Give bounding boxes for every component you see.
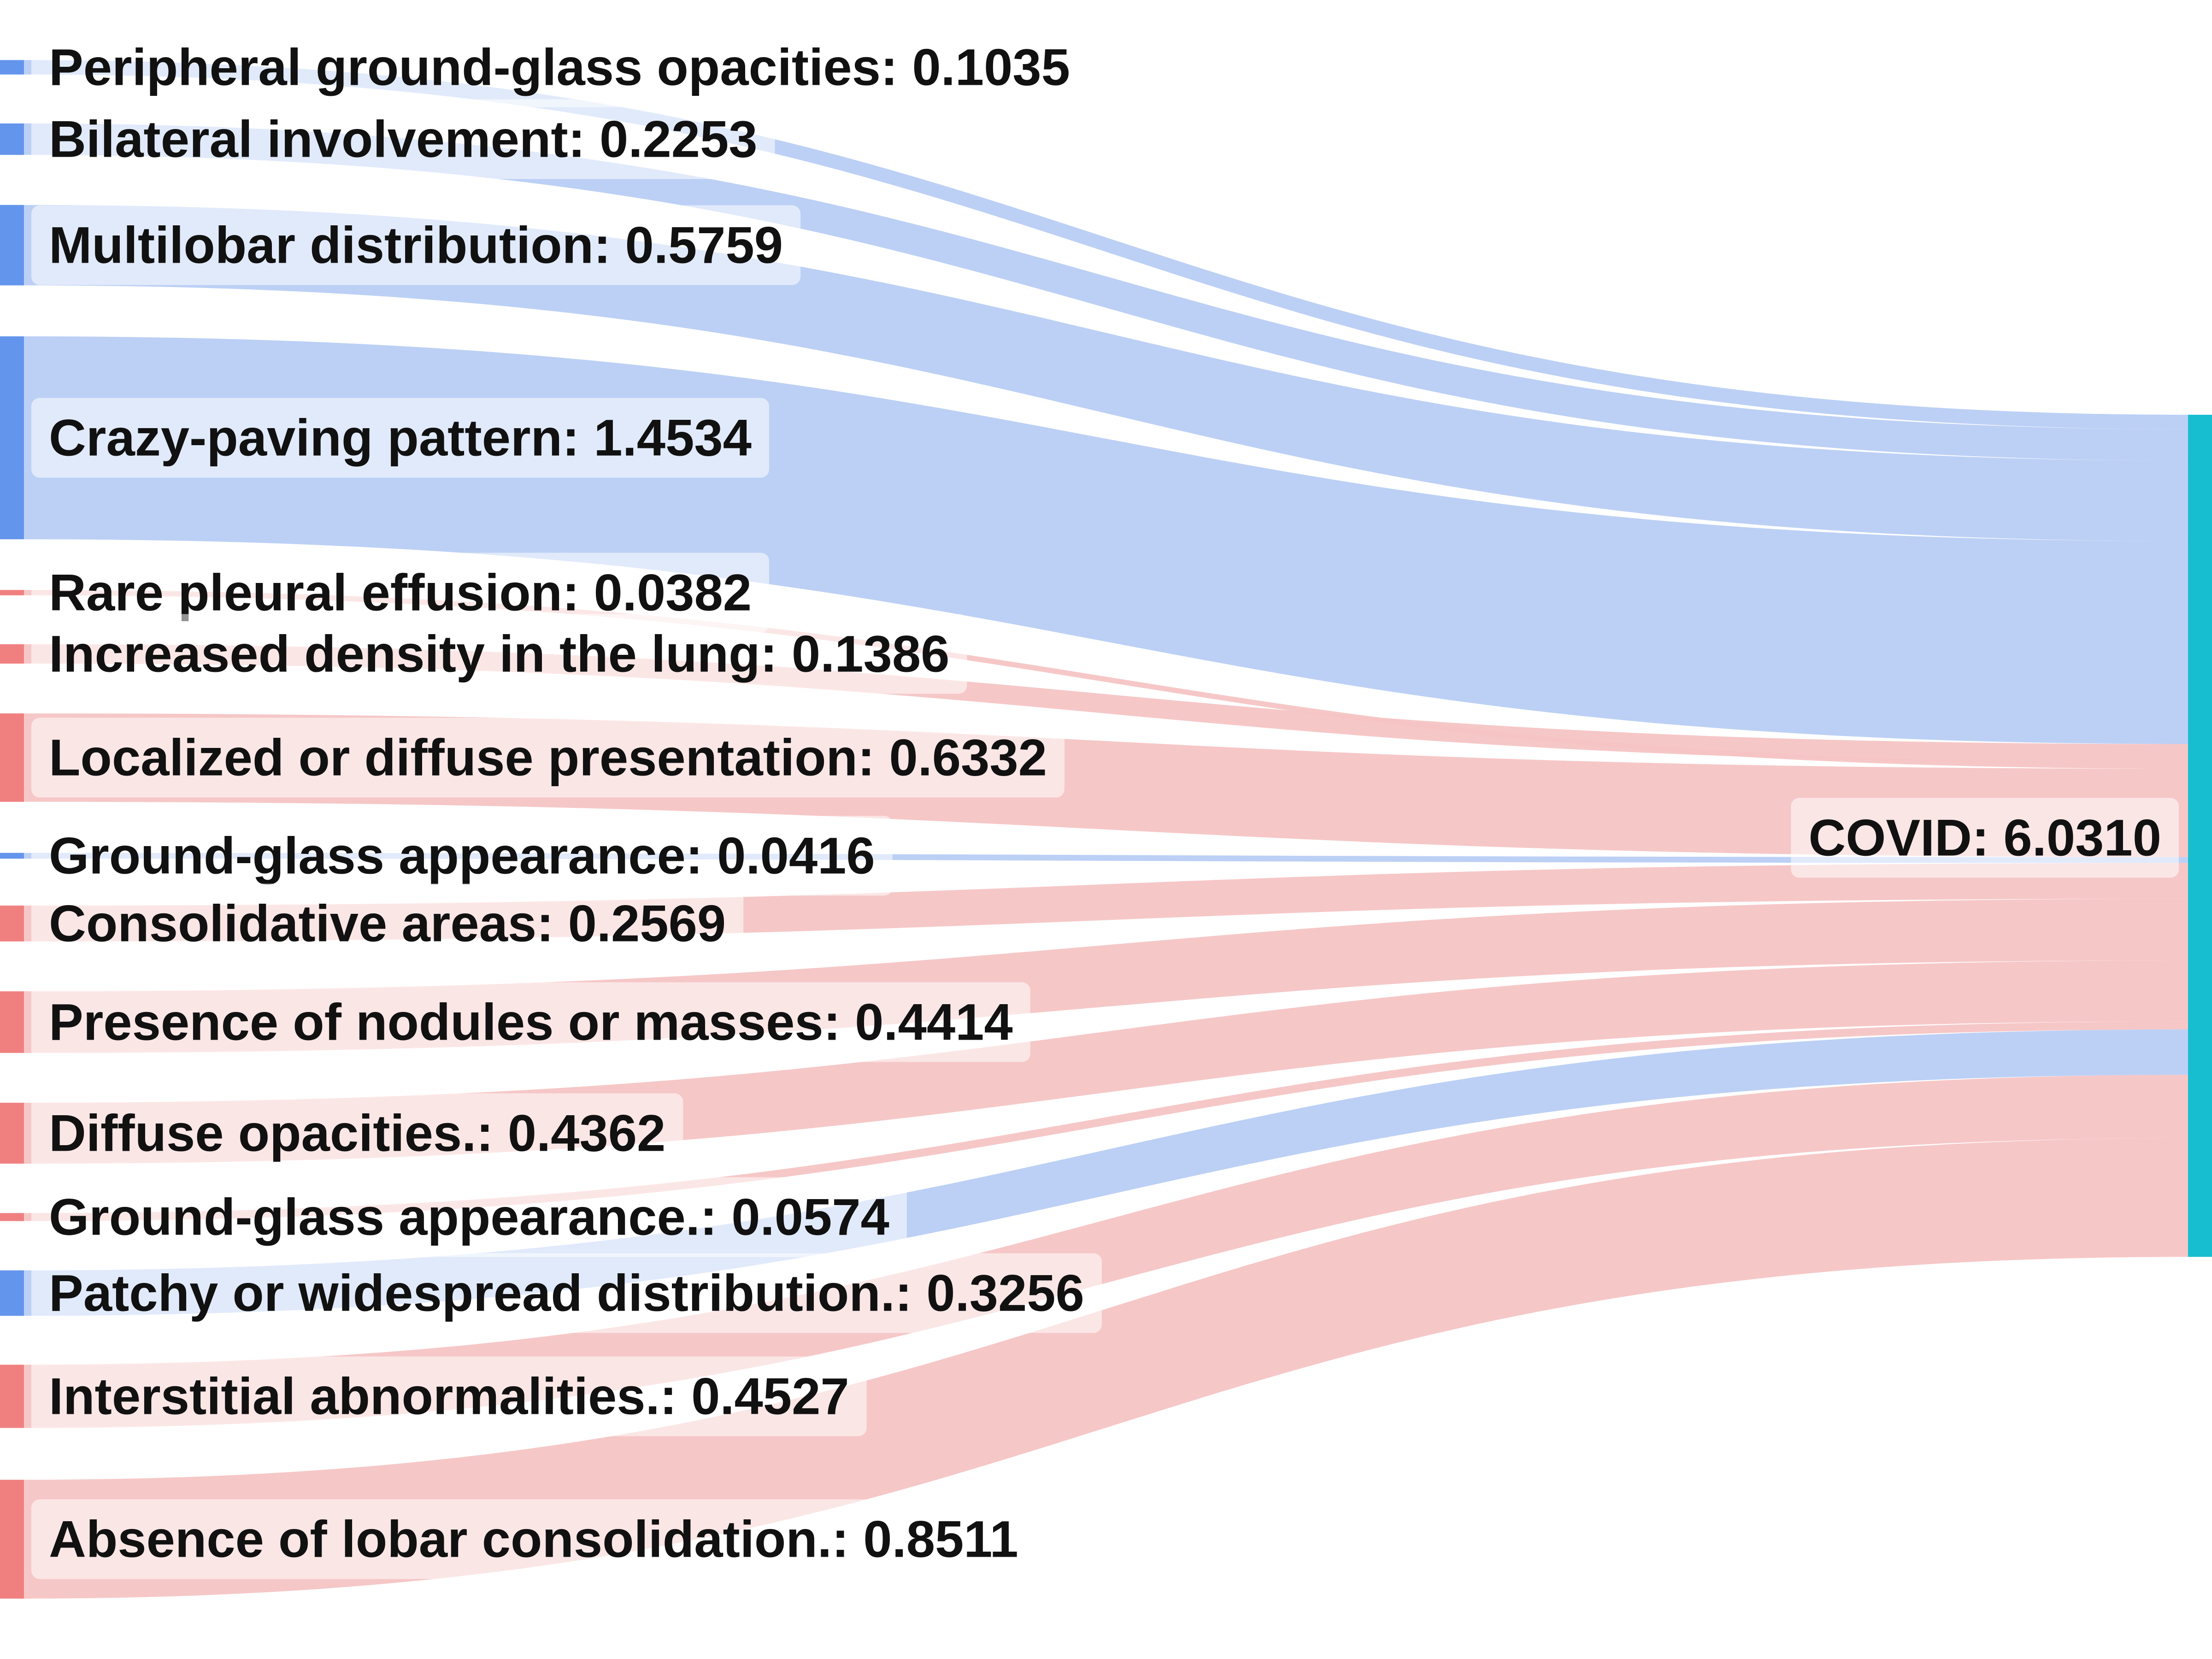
label-increased-density-in-the-lung: Increased density in the lung: 0.1386 xyxy=(31,614,967,694)
label-increased-density-in-the-lung-box xyxy=(31,614,967,694)
link-patchy-or-widespread-distribution xyxy=(24,1029,2188,1316)
label-interstitial-abnormalities-text: Interstitial abnormalities.: 0.4527 xyxy=(49,1368,849,1425)
label-bilateral-involvement-text: Bilateral involvement: 0.2253 xyxy=(49,111,758,168)
label-localized-or-diffuse-presentation-box xyxy=(31,718,1065,798)
label-ground-glass-appearance-box xyxy=(31,816,893,896)
label-crazy-paving-pattern: Crazy-paving pattern: 1.4534 xyxy=(31,398,769,478)
label-localized-or-diffuse-presentation: Localized or diffuse presentation: 0.633… xyxy=(31,718,1065,798)
node-bilateral-involvement[interactable] xyxy=(0,123,24,155)
sankey-nodes xyxy=(0,60,2212,1599)
label-covid-text: COVID: 6.0310 xyxy=(1808,809,2161,867)
label-ground-glass-appearance: Ground-glass appearance: 0.0416 xyxy=(31,816,893,896)
label-peripheral-ground-glass-opacities-box xyxy=(31,27,1088,107)
node-rare-pleural-effusion[interactable] xyxy=(0,590,24,595)
label-presence-of-nodules-or-masses: Presence of nodules or masses: 0.4414 xyxy=(31,982,1030,1062)
label-crazy-paving-pattern-box xyxy=(31,398,769,478)
node-crazy-paving-pattern[interactable] xyxy=(0,336,24,540)
node-presence-of-nodules-or-masses[interactable] xyxy=(0,991,24,1053)
label-consolidative-areas: Consolidative areas: 0.2569 xyxy=(31,883,744,964)
node-interstitial-abnormalities[interactable] xyxy=(0,1365,24,1428)
label-absence-of-lobar-consolidation: Absence of lobar consolidation.: 0.8511 xyxy=(31,1499,1036,1579)
label-multilobar-distribution-box xyxy=(31,205,801,285)
link-peripheral-ground-glass-opacities xyxy=(24,60,2188,429)
label-peripheral-ground-glass-opacities-text: Peripheral ground-glass opacities: 0.103… xyxy=(49,39,1070,96)
sankey-labels: Peripheral ground-glass opacities: 0.103… xyxy=(31,27,2179,1579)
label-diffuse-opacities-text: Diffuse opacities.: 0.4362 xyxy=(49,1105,665,1162)
label-covid: COVID: 6.0310 xyxy=(1791,798,2179,878)
label-covid-box xyxy=(1791,798,2179,878)
label-ground-glass-appearance-text: Ground-glass appearance.: 0.0574 xyxy=(49,1188,889,1246)
label-absence-of-lobar-consolidation-text: Absence of lobar consolidation.: 0.8511 xyxy=(49,1511,1018,1568)
label-diffuse-opacities-box xyxy=(31,1093,683,1173)
label-multilobar-distribution: Multilobar distribution: 0.5759 xyxy=(31,205,801,285)
node-consolidative-areas[interactable] xyxy=(0,906,24,941)
label-ground-glass-appearance-box xyxy=(31,1177,907,1257)
label-patchy-or-widespread-distribution: Patchy or widespread distribution.: 0.32… xyxy=(31,1253,1102,1333)
label-ground-glass-appearance-text: Ground-glass appearance: 0.0416 xyxy=(49,827,875,885)
label-presence-of-nodules-or-masses-text: Presence of nodules or masses: 0.4414 xyxy=(49,994,1013,1051)
label-rare-pleural-effusion-box xyxy=(31,553,770,633)
label-patchy-or-widespread-distribution-text: Patchy or widespread distribution.: 0.32… xyxy=(49,1265,1084,1322)
label-rare-pleural-effusion: Rare pleural effusion: 0.0382 xyxy=(31,553,770,633)
node-localized-or-diffuse-presentation[interactable] xyxy=(0,713,24,802)
label-interstitial-abnormalities-box xyxy=(31,1356,867,1436)
link-rare-pleural-effusion xyxy=(24,590,2188,769)
label-localized-or-diffuse-presentation-text: Localized or diffuse presentation: 0.633… xyxy=(49,729,1047,787)
node-ground-glass-appearance[interactable] xyxy=(0,1213,24,1221)
label-consolidative-areas-text: Consolidative areas: 0.2569 xyxy=(49,895,726,953)
label-absence-of-lobar-consolidation-box xyxy=(31,1499,1036,1579)
label-multilobar-distribution-text: Multilobar distribution: 0.5759 xyxy=(49,217,783,274)
label-ground-glass-appearance: Ground-glass appearance.: 0.0574 xyxy=(31,1177,907,1257)
link-bilateral-involvement xyxy=(24,123,2188,461)
node-increased-density-in-the-lung[interactable] xyxy=(0,644,24,664)
link-multilobar-distribution xyxy=(24,205,2188,541)
label-peripheral-ground-glass-opacities: Peripheral ground-glass opacities: 0.103… xyxy=(31,27,1088,107)
label-patchy-or-widespread-distribution-box xyxy=(31,1253,1102,1333)
node-diffuse-opacities[interactable] xyxy=(0,1102,24,1164)
node-patchy-or-widespread-distribution[interactable] xyxy=(0,1270,24,1316)
label-rare-pleural-effusion-text: Rare pleural effusion: 0.0382 xyxy=(49,564,752,622)
label-bilateral-involvement: Bilateral involvement: 0.2253 xyxy=(31,99,775,179)
node-ground-glass-appearance[interactable] xyxy=(0,853,24,859)
link-interstitial-abnormalities xyxy=(24,1075,2188,1428)
label-interstitial-abnormalities: Interstitial abnormalities.: 0.4527 xyxy=(31,1356,867,1436)
node-covid[interactable] xyxy=(2188,415,2212,1257)
node-absence-of-lobar-consolidation[interactable] xyxy=(0,1480,24,1599)
label-crazy-paving-pattern-text: Crazy-paving pattern: 1.4534 xyxy=(49,409,752,467)
link-absence-of-lobar-consolidation xyxy=(24,1138,2188,1599)
label-increased-density-in-the-lung-text: Increased density in the lung: 0.1386 xyxy=(49,625,949,683)
label-presence-of-nodules-or-masses-box xyxy=(31,982,1030,1062)
node-multilobar-distribution[interactable] xyxy=(0,205,24,286)
label-bilateral-involvement-box xyxy=(31,99,775,179)
node-peripheral-ground-glass-opacities[interactable] xyxy=(0,60,24,75)
label-consolidative-areas-box xyxy=(31,883,744,964)
link-ground-glass-appearance xyxy=(24,1021,2188,1221)
label-diffuse-opacities: Diffuse opacities.: 0.4362 xyxy=(31,1093,683,1173)
